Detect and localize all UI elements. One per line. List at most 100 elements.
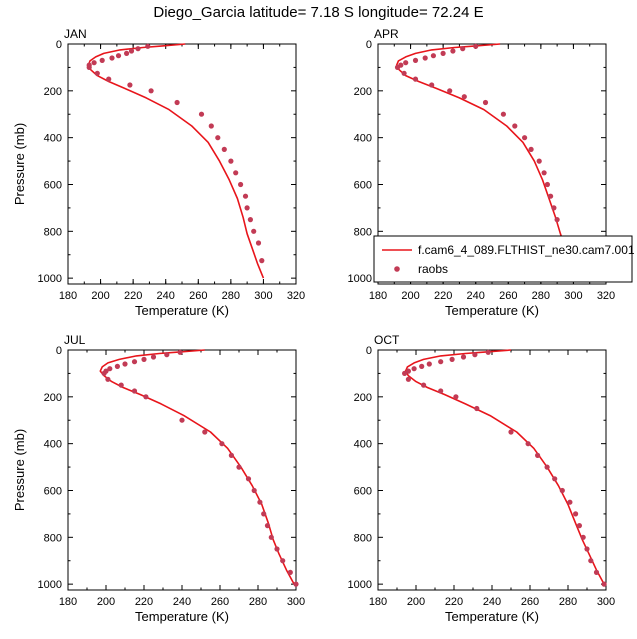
x-tick-label: 280 [249, 596, 267, 608]
y-axis-label: Pressure (mb) [12, 429, 27, 511]
y-tick-label: 600 [44, 179, 62, 191]
raobs-point [131, 388, 138, 394]
raobs-point [593, 569, 600, 576]
raobs-point [127, 82, 133, 88]
raobs-point [143, 394, 149, 400]
x-tick-label: 320 [597, 290, 615, 302]
x-tick-label: 220 [434, 290, 452, 302]
figure-title: Diego_Garcia latitude= 7.18 S longitude=… [153, 4, 484, 21]
legend-model-label: f.cam6_4_089.FLTHIST_ne30.cam7.001 [418, 243, 635, 257]
model-profile-line [87, 43, 265, 279]
x-tick-label: 260 [499, 290, 517, 302]
raobs-point [525, 441, 531, 447]
x-tick-label: 260 [189, 290, 207, 302]
x-tick-label: 200 [91, 290, 109, 302]
x-axis-label: Temperature (K) [445, 609, 539, 624]
raobs-point [580, 534, 586, 540]
raobs-point [259, 258, 265, 264]
x-tick-label: 220 [445, 596, 463, 608]
x-tick-label: 240 [173, 596, 191, 608]
raobs-point [548, 193, 554, 199]
raobs-point [233, 170, 239, 176]
y-tick-label: 600 [354, 485, 372, 497]
panel-label: APR [374, 27, 399, 41]
x-tick-label: 200 [407, 596, 425, 608]
y-tick-label: 0 [366, 39, 372, 51]
raobs-point [472, 352, 478, 358]
raobs-point [508, 429, 514, 435]
raobs-point [482, 99, 489, 106]
raobs-point [412, 76, 419, 82]
model-profile-line [404, 349, 605, 585]
raobs-point [251, 487, 257, 494]
raobs-point [405, 368, 411, 374]
raobs-point [247, 217, 253, 223]
raobs-point [215, 135, 221, 141]
raobs-point [453, 394, 459, 400]
y-tick-label: 200 [44, 392, 62, 404]
raobs-point [101, 370, 107, 376]
raobs-point [107, 366, 113, 372]
raobs-point [236, 464, 242, 470]
raobs-point [257, 499, 263, 505]
x-tick-label: 200 [97, 596, 115, 608]
raobs-point [274, 546, 280, 552]
raobs-point [287, 569, 293, 576]
raobs-point [115, 53, 122, 59]
y-tick-label: 800 [44, 532, 62, 544]
y-tick-label: 1000 [348, 273, 372, 285]
raobs-point [208, 123, 214, 129]
raobs-point [128, 48, 135, 54]
raobs-point [228, 452, 234, 458]
raobs-point [512, 123, 518, 129]
y-tick-label: 600 [354, 179, 372, 191]
y-tick-label: 400 [44, 133, 62, 145]
raobs-point [474, 405, 480, 412]
y-tick-label: 0 [56, 39, 62, 51]
raobs-point [122, 361, 128, 367]
y-tick-label: 400 [354, 439, 372, 451]
x-tick-label: 240 [467, 290, 485, 302]
raobs-point [440, 50, 446, 57]
x-tick-label: 280 [532, 290, 550, 302]
raobs-point [221, 146, 227, 152]
y-axis-label: Pressure (mb) [12, 123, 27, 205]
x-tick-label: 300 [564, 290, 582, 302]
raobs-point [429, 82, 435, 88]
raobs-point [91, 60, 97, 66]
raobs-point [461, 94, 467, 100]
raobs-point [293, 581, 299, 587]
raobs-point [131, 359, 138, 365]
raobs-point [584, 546, 590, 552]
y-tick-label: 800 [354, 226, 372, 238]
raobs-point [109, 55, 115, 61]
y-tick-label: 200 [354, 86, 372, 98]
raobs-point [261, 511, 267, 517]
raobs-point [114, 363, 120, 369]
raobs-point [447, 88, 453, 94]
raobs-point [500, 111, 506, 117]
raobs-point [118, 382, 124, 388]
y-tick-label: 1000 [38, 273, 62, 285]
raobs-point [411, 366, 417, 372]
x-tick-label: 280 [222, 290, 240, 302]
y-tick-label: 200 [354, 392, 372, 404]
y-tick-label: 0 [366, 345, 372, 357]
x-axis-label: Temperature (K) [445, 303, 539, 318]
raobs-point [238, 181, 244, 188]
y-tick-label: 1000 [38, 579, 62, 591]
raobs-point [99, 57, 105, 64]
x-tick-label: 240 [157, 290, 175, 302]
plot-frame [377, 349, 607, 591]
raobs-point [544, 464, 550, 470]
raobs-point [86, 64, 92, 70]
x-tick-label: 220 [124, 290, 142, 302]
legend-obs-swatch [394, 266, 400, 272]
x-tick-label: 180 [59, 290, 77, 302]
raobs-point [402, 370, 408, 376]
raobs-point [198, 111, 205, 117]
raobs-point [559, 487, 565, 494]
raobs-point [473, 43, 479, 49]
x-tick-label: 260 [521, 596, 539, 608]
